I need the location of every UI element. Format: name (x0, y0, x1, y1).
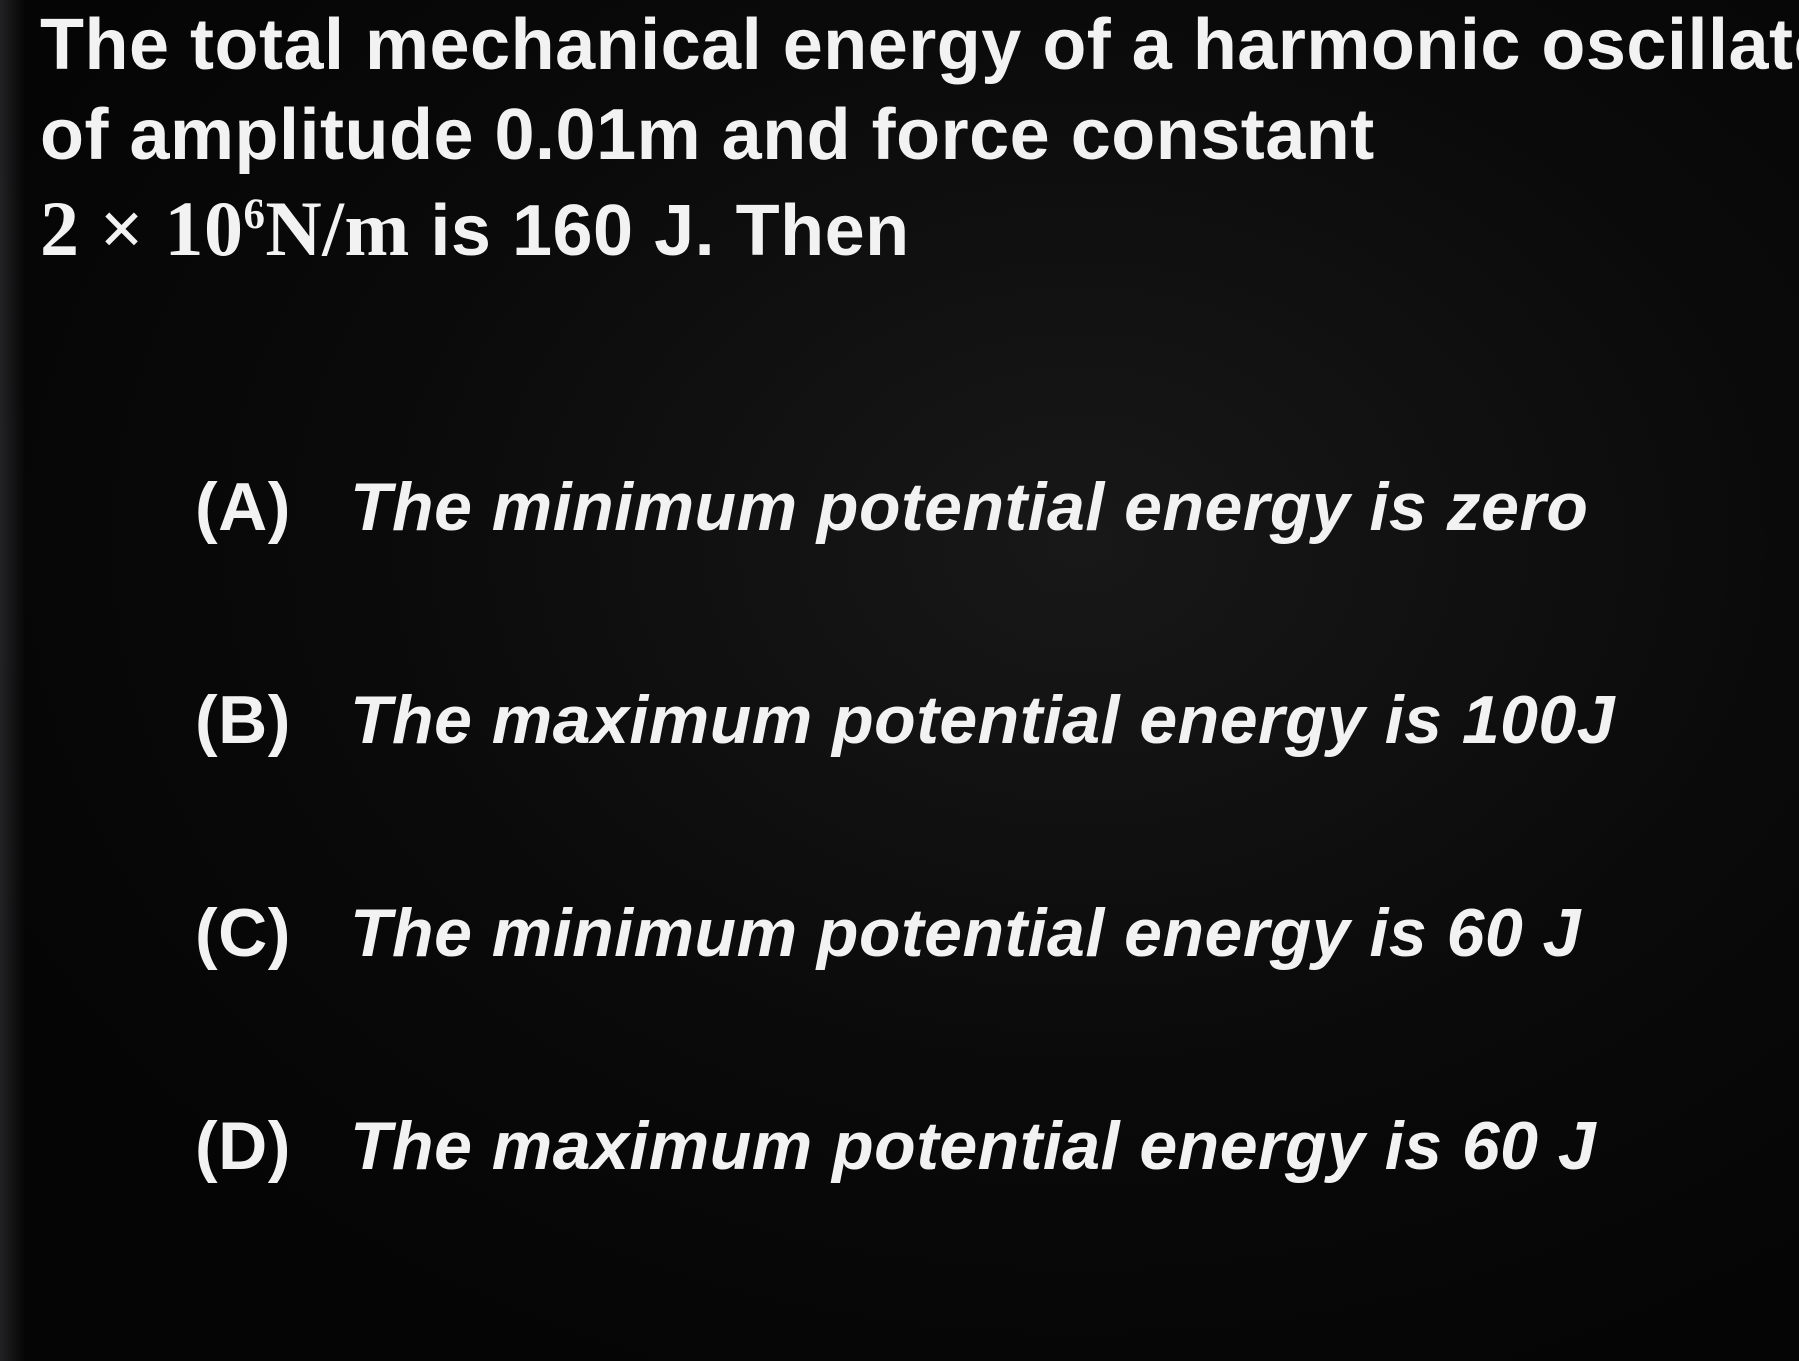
left-edge-highlight (0, 0, 28, 1361)
question-line-3-suffix: is 160 J. Then (410, 191, 910, 271)
option-text: The maximum potential energy is 100J (350, 681, 1615, 759)
question-line-3: 2 × 106N/m is 160 J. Then (40, 180, 1759, 278)
options-list: (A) The minimum potential energy is zero… (40, 468, 1759, 1185)
option-label: (C) (195, 894, 350, 972)
option-c[interactable]: (C) The minimum potential energy is 60 J (195, 894, 1759, 972)
option-label: (B) (195, 681, 350, 759)
option-text: The maximum potential energy is 60 J (350, 1107, 1596, 1185)
option-b[interactable]: (B) The maximum potential energy is 100J (195, 681, 1759, 759)
option-a[interactable]: (A) The minimum potential energy is zero (195, 468, 1759, 546)
formula-unit: N/m (265, 185, 409, 272)
option-label: (D) (195, 1107, 350, 1185)
option-text: The minimum potential energy is zero (350, 468, 1588, 546)
option-text: The minimum potential energy is 60 J (350, 894, 1581, 972)
question-stem: The total mechanical energy of a harmoni… (40, 0, 1759, 278)
question-page: The total mechanical energy of a harmoni… (0, 0, 1799, 1361)
formula-exponent: 6 (243, 191, 265, 238)
option-label: (A) (195, 468, 350, 546)
option-d[interactable]: (D) The maximum potential energy is 60 J (195, 1107, 1759, 1185)
formula-base: 2 × 10 (40, 185, 243, 272)
question-line-2: of amplitude 0.01m and force constant (40, 90, 1759, 180)
question-line-1: The total mechanical energy of a harmoni… (40, 0, 1759, 90)
formula: 2 × 106N/m (40, 185, 410, 272)
